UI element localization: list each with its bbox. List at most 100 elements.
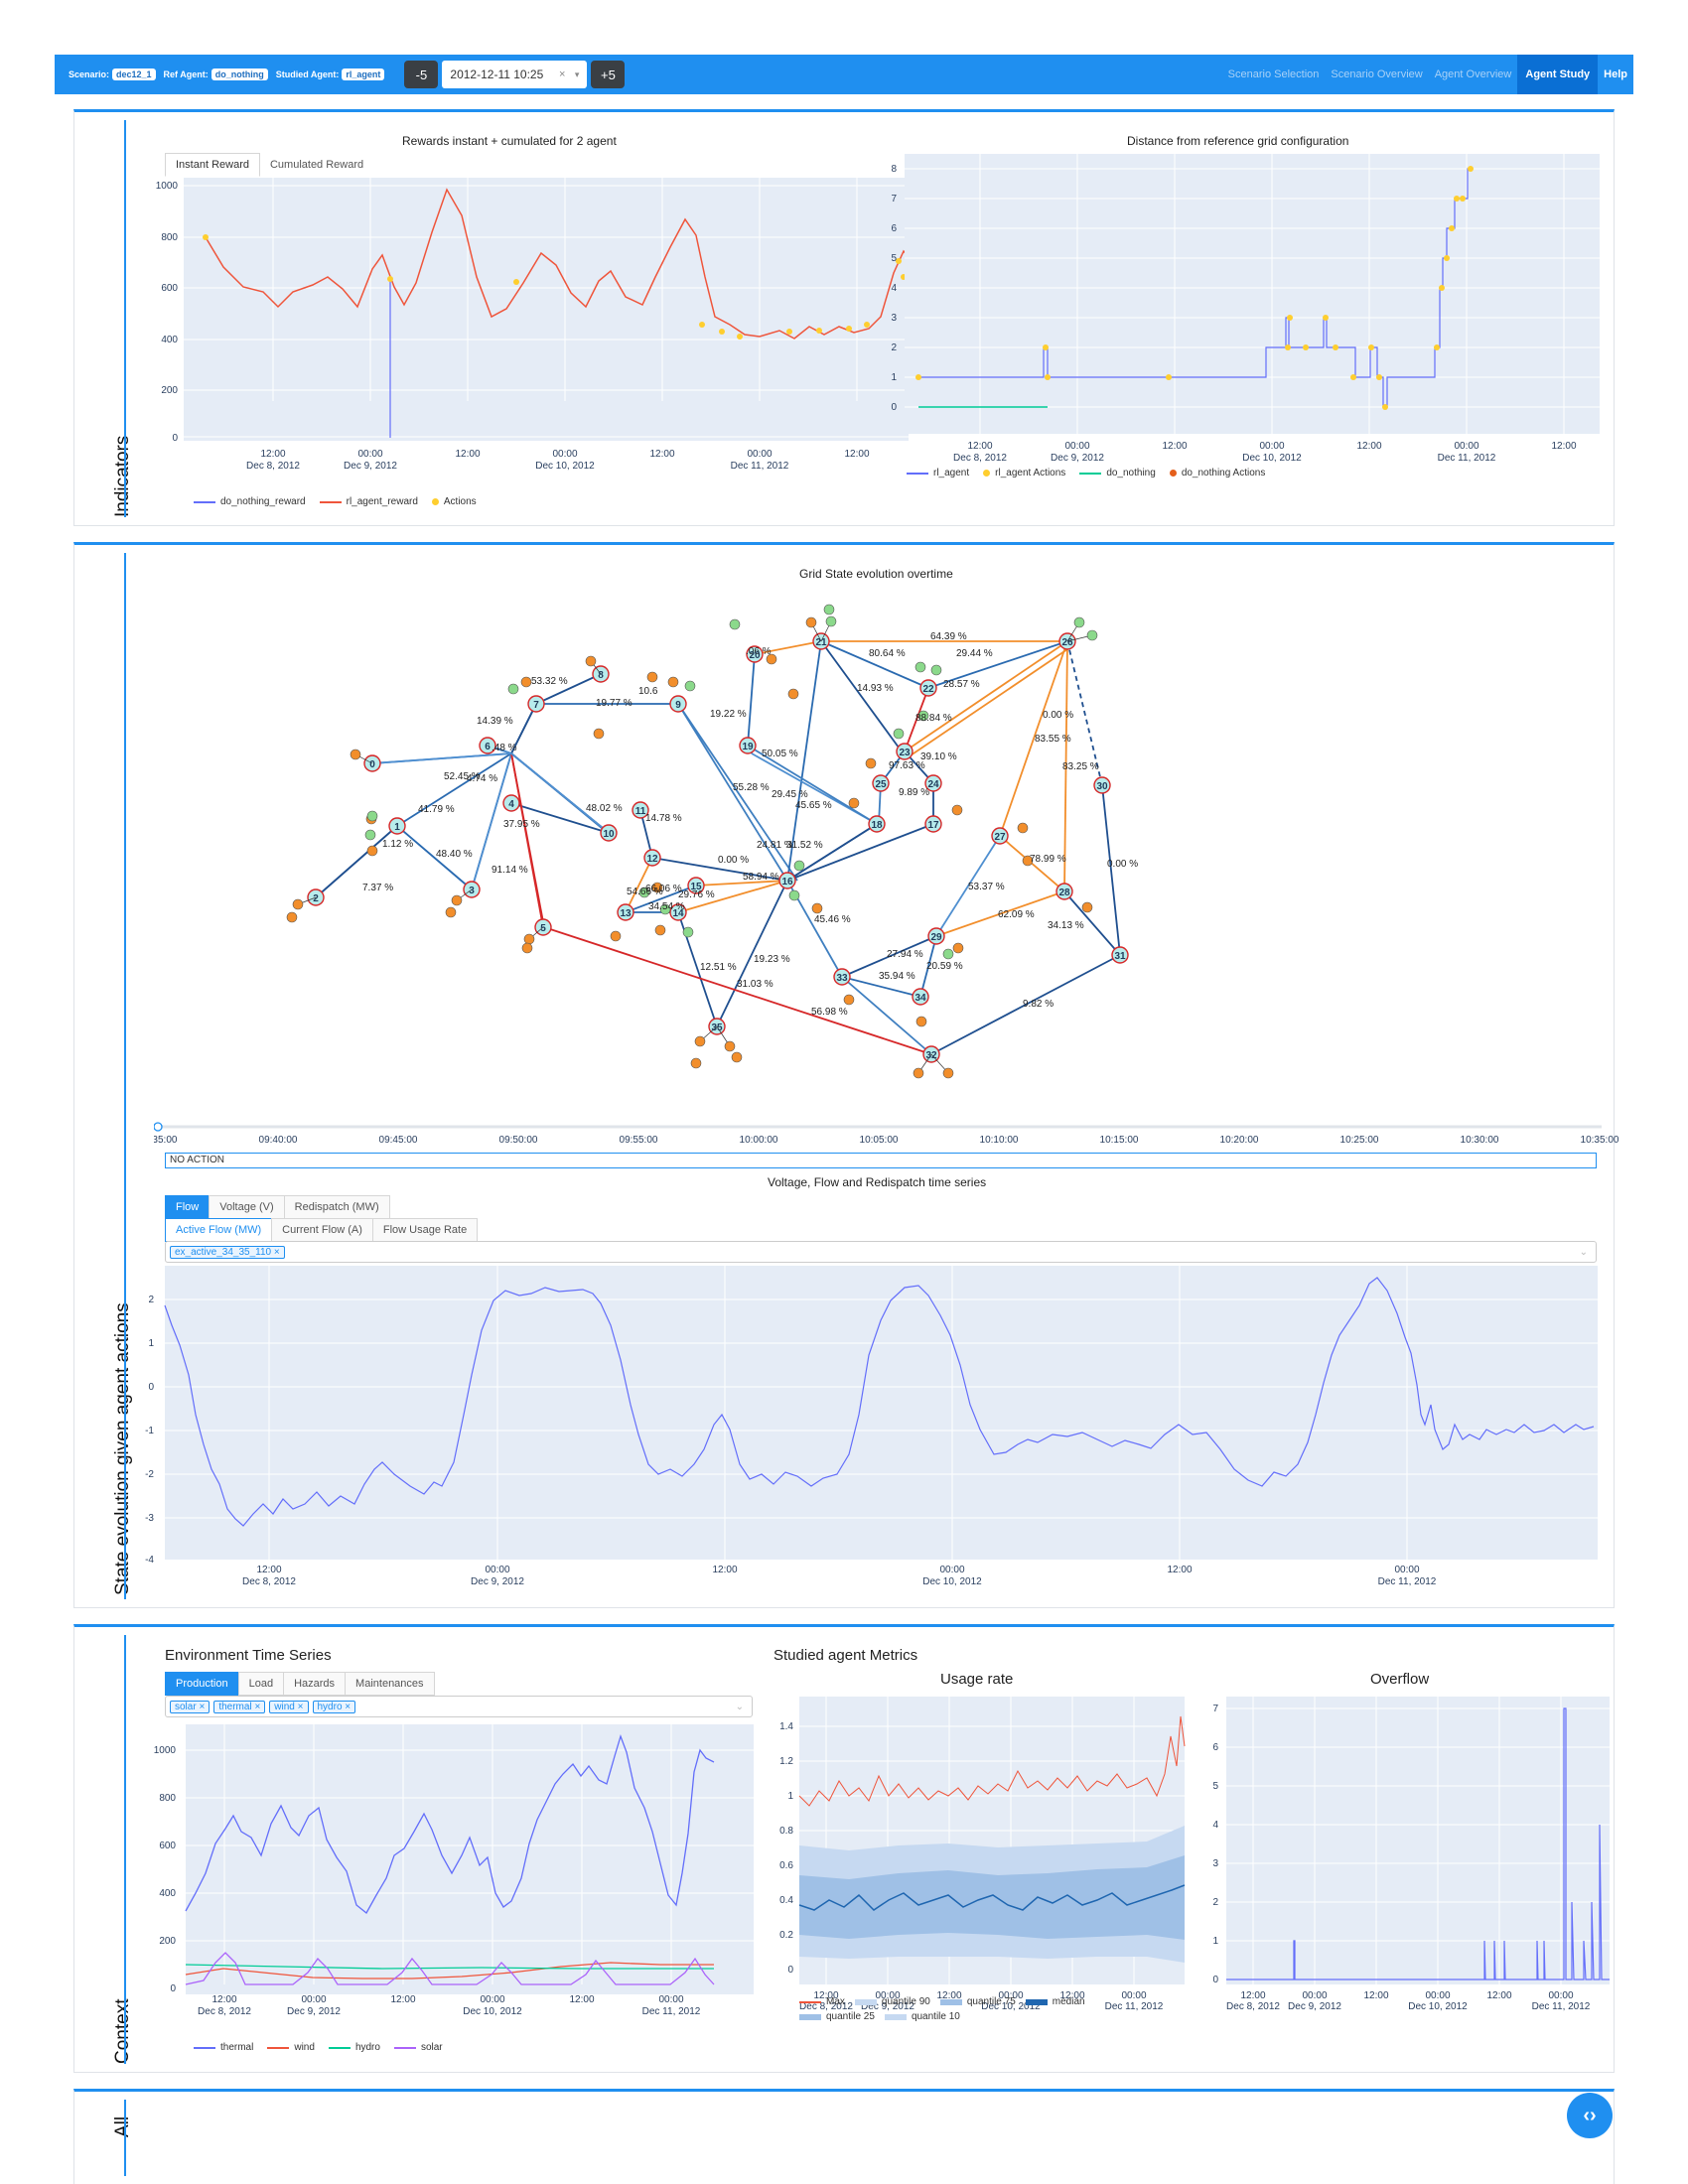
svg-text:16: 16 bbox=[781, 877, 793, 887]
slider-handle[interactable] bbox=[154, 1122, 163, 1132]
chip-solar[interactable]: solar × bbox=[170, 1700, 211, 1713]
flow-ytick: 1 bbox=[148, 1338, 154, 1349]
usage-xdate: Dec 11, 2012 bbox=[1105, 2001, 1164, 2012]
tab-active-flow[interactable]: Active Flow (MW) bbox=[165, 1218, 273, 1242]
chip-thermal[interactable]: thermal × bbox=[213, 1700, 266, 1713]
overflow-title: Overflow bbox=[1370, 1671, 1430, 1688]
svg-text:23: 23 bbox=[899, 748, 911, 758]
distance-xtick: 12:00 bbox=[1162, 441, 1187, 452]
legend-item[interactable]: Actions bbox=[431, 496, 477, 507]
chevron-down-icon[interactable]: ⌄ bbox=[735, 1701, 744, 1712]
svg-text:9.82 %: 9.82 % bbox=[1023, 999, 1054, 1010]
rewards-ytick: 400 bbox=[161, 335, 178, 345]
quantile-25-75-band bbox=[799, 1855, 1185, 1940]
env-series-select[interactable]: solar × thermal × wind × hydro × ⌄ bbox=[165, 1696, 753, 1717]
legend-swatch bbox=[328, 2046, 351, 2049]
flow-xdate: Dec 8, 2012 bbox=[242, 1576, 296, 1587]
section-rule bbox=[124, 120, 126, 517]
nav-scenario-overview[interactable]: Scenario Overview bbox=[1331, 68, 1423, 80]
legend-item[interactable]: rl_agent bbox=[907, 468, 969, 478]
chevron-down-icon[interactable]: ⌄ bbox=[1579, 1246, 1588, 1258]
slider-tick: 09:35:00 bbox=[154, 1135, 178, 1146]
svg-text:8: 8 bbox=[598, 670, 604, 681]
env-ytick: 600 bbox=[159, 1841, 176, 1851]
nav-agent-study[interactable]: Agent Study bbox=[1517, 55, 1599, 94]
legend-item[interactable]: quantile 75 bbox=[939, 1996, 1016, 2007]
legend-item[interactable]: wind bbox=[267, 2042, 315, 2053]
slider-tick: 10:05:00 bbox=[860, 1135, 899, 1146]
ref-agent-badge-group: Ref Agent: do_nothing bbox=[164, 68, 268, 80]
chip-hydro[interactable]: hydro × bbox=[312, 1700, 356, 1713]
usage-xtick: 12:00 bbox=[1059, 1990, 1084, 2001]
svg-text:45.65 %: 45.65 % bbox=[795, 800, 832, 811]
tab-production[interactable]: Production bbox=[165, 1672, 239, 1696]
tab-flow[interactable]: Flow bbox=[165, 1195, 211, 1219]
step-back-button[interactable]: -5 bbox=[404, 61, 439, 88]
legend-label: quantile 25 bbox=[826, 2011, 875, 2022]
legend-item[interactable]: hydro bbox=[328, 2042, 380, 2053]
tab-voltage[interactable]: Voltage (V) bbox=[209, 1195, 285, 1219]
overflow-ytick: 0 bbox=[1212, 1975, 1218, 1985]
chip-wind[interactable]: wind × bbox=[269, 1700, 309, 1713]
svg-text:18: 18 bbox=[871, 820, 883, 831]
svg-text:12: 12 bbox=[646, 854, 658, 865]
legend-item[interactable]: Max bbox=[799, 1996, 845, 2007]
timestamp-select[interactable]: 2012-12-11 10:25 × ▾ bbox=[442, 61, 588, 88]
tab-instant-reward[interactable]: Instant Reward bbox=[165, 153, 260, 177]
tab-cumulated-reward[interactable]: Cumulated Reward bbox=[269, 159, 364, 171]
legend-item[interactable]: solar bbox=[393, 2042, 443, 2053]
svg-text:0.00 %: 0.00 % bbox=[1107, 859, 1138, 870]
nav-help[interactable]: Help bbox=[1604, 68, 1627, 80]
code-toggle-icon[interactable]: ‹› bbox=[1567, 2093, 1613, 2138]
tab-flow-usage-rate[interactable]: Flow Usage Rate bbox=[371, 1218, 479, 1242]
legend-item[interactable]: quantile 25 bbox=[799, 2011, 875, 2022]
env-ytick: 800 bbox=[159, 1793, 176, 1804]
overflow-ytick: 5 bbox=[1212, 1781, 1218, 1792]
nav-agent-overview[interactable]: Agent Overview bbox=[1434, 68, 1512, 80]
tab-maintenances[interactable]: Maintenances bbox=[345, 1672, 435, 1696]
rewards-ytick: 600 bbox=[161, 283, 178, 294]
tab-load[interactable]: Load bbox=[237, 1672, 285, 1696]
action-text-field[interactable]: NO ACTION bbox=[165, 1153, 1597, 1168]
svg-text:52.45 %: 52.45 % bbox=[444, 771, 481, 782]
legend-item[interactable]: quantile 10 bbox=[884, 2011, 960, 2022]
usage-xtick: 12:00 bbox=[813, 1990, 838, 2001]
legend-item[interactable]: quantile 90 bbox=[854, 1996, 930, 2007]
svg-text:27: 27 bbox=[994, 832, 1006, 843]
svg-text:29.45 %: 29.45 % bbox=[772, 789, 808, 800]
section-rule bbox=[124, 1635, 126, 2064]
env-chart: 1000 800 600 400 200 0 12:00 00:00 12:00… bbox=[154, 1724, 754, 2017]
rewards-xtick: 12:00 bbox=[649, 449, 674, 460]
flow-tabs: Flow Voltage (V) Redispatch (MW) bbox=[165, 1195, 390, 1219]
step-forward-button[interactable]: +5 bbox=[591, 61, 626, 88]
overflow-xdate: Dec 11, 2012 bbox=[1532, 2001, 1591, 2012]
clear-icon[interactable]: × bbox=[558, 68, 566, 80]
nav-scenario-selection[interactable]: Scenario Selection bbox=[1227, 68, 1320, 80]
svg-text:0.00 %: 0.00 % bbox=[1043, 710, 1073, 721]
line-select-input[interactable]: ex_active_34_35_110 × ⌄ bbox=[165, 1241, 1597, 1263]
legend-item[interactable]: thermal bbox=[194, 2042, 253, 2053]
legend-label: rl_agent Actions bbox=[995, 468, 1066, 478]
svg-text:15: 15 bbox=[690, 882, 702, 892]
legend-item[interactable]: rl_agent Actions bbox=[983, 468, 1065, 478]
rewards-ytick: 0 bbox=[172, 433, 178, 444]
tab-redispatch[interactable]: Redispatch (MW) bbox=[283, 1195, 390, 1219]
slider-tick: 10:30:00 bbox=[1461, 1135, 1499, 1146]
usage-ytick: 1 bbox=[787, 1791, 793, 1802]
legend-swatch bbox=[854, 1998, 877, 2005]
legend-item[interactable]: do_nothing bbox=[1079, 468, 1156, 478]
legend-item[interactable]: rl_agent_reward bbox=[319, 496, 418, 507]
svg-text:41.79 %: 41.79 % bbox=[418, 804, 455, 815]
slider-tick: 10:15:00 bbox=[1100, 1135, 1139, 1146]
legend-item[interactable]: do_nothing Actions bbox=[1169, 468, 1265, 478]
legend-item[interactable]: do_nothing_reward bbox=[194, 496, 306, 507]
scenario-info: Scenario: dec12_1 Ref Agent: do_nothing … bbox=[69, 68, 385, 80]
tab-hazards[interactable]: Hazards bbox=[283, 1672, 347, 1696]
tab-current-flow[interactable]: Current Flow (A) bbox=[271, 1218, 373, 1242]
selected-line-chip[interactable]: ex_active_34_35_110 × bbox=[170, 1245, 285, 1259]
slider-tick: 09:40:00 bbox=[259, 1135, 298, 1146]
legend-item[interactable]: median bbox=[1025, 1996, 1085, 2007]
time-slider[interactable]: 09:35:00 09:40:00 09:45:00 09:50:00 09:5… bbox=[154, 1119, 1623, 1155]
chevron-down-icon[interactable]: ▾ bbox=[574, 68, 580, 79]
scenario-value: dec12_1 bbox=[112, 68, 156, 80]
